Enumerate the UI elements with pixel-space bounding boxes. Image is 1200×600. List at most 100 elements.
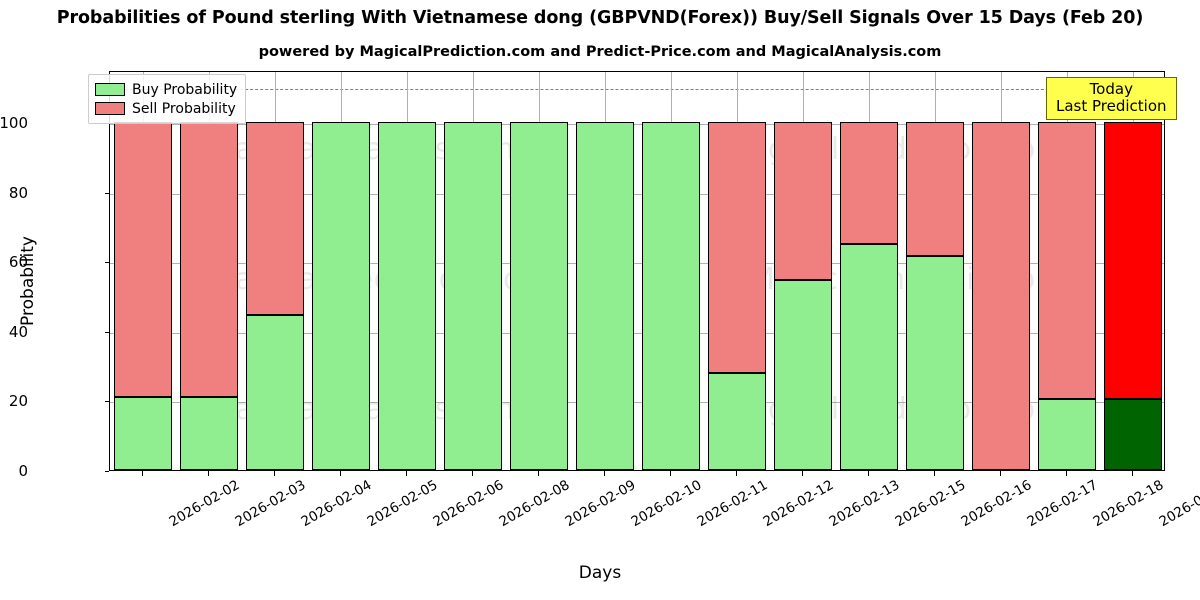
legend-color-swatch [95,102,125,115]
y-axis-tick-label: 80 [8,183,28,202]
chart-title: Probabilities of Pound sterling With Vie… [56,8,1144,28]
x-axis-tick-label: 2026-02-06 [430,477,507,531]
x-axis-tick-label: 2026-02-04 [298,477,375,531]
bar-segment-sell [773,122,833,281]
legend-item[interactable]: Sell Probability [95,99,237,118]
y-axis-tick-mark [105,471,109,472]
y-axis-tick-label: 0 [18,462,28,480]
bar-segment-buy [311,122,371,470]
bar-segment-sell [707,122,767,373]
x-axis-tick-mark [670,471,671,476]
x-axis-tick-mark [340,471,341,476]
today-annotation: Today Last Prediction [1046,77,1177,120]
y-axis-label: Probability [18,236,38,326]
y-axis-tick-label: 20 [8,392,28,411]
bar-segment-sell [971,122,1031,470]
bar-group [773,72,833,470]
chart-subtitle: powered by MagicalPrediction.com and Pre… [258,44,942,60]
bar-group [443,72,503,470]
bar-group [971,72,1031,470]
gridline-y [110,124,1164,126]
y-axis-tick-mark [105,331,109,333]
x-axis-tick-mark [868,471,869,476]
legend-color-swatch [95,83,125,96]
x-axis-tick-label: 2026-02-11 [694,477,771,531]
today-annotation-line2: Last Prediction [1056,96,1167,115]
bar-segment-buy [839,243,899,470]
x-axis-tick-label: 2026-02-02 [166,477,243,531]
bar-segment-buy [1037,398,1097,470]
gridline-y [110,193,1164,195]
bar-group [641,72,701,470]
y-axis-tick-label: 40 [8,322,28,341]
y-axis-tick-label: 100 [0,114,28,133]
x-axis-tick-mark [142,471,143,476]
x-axis-tick-mark [934,471,935,476]
bar-segment-sell [245,122,305,316]
legend-label: Sell Probability [132,100,236,117]
bar-segment-buy [773,280,833,470]
bar-group [575,72,635,470]
x-axis-tick-label: 2026-02-09 [562,477,639,531]
bar-group [1037,72,1097,470]
x-axis-tick-mark [274,471,275,476]
bar-segment-buy [245,315,305,470]
bar-segment-buy [1103,398,1163,470]
gridline-y [110,263,1164,265]
y-axis-tick-mark [105,192,109,194]
legend-label: Buy Probability [132,81,238,98]
x-axis-tick-label: 2026-02-18 [1090,477,1167,531]
bar-group [113,72,173,470]
x-axis-tick-mark [1132,471,1133,476]
x-axis-tick-label: 2026-02-12 [760,477,837,531]
bar-segment-sell [839,122,899,244]
bar-segment-buy [707,372,767,470]
gridline-y [110,332,1164,334]
bar-group [311,72,371,470]
bar-segment-buy [179,396,239,470]
legend-item[interactable]: Buy Probability [95,80,237,99]
x-axis-tick-mark [208,471,209,476]
x-axis-tick-mark [604,471,605,476]
gridline-y [110,402,1164,404]
x-axis-tick-mark [736,471,737,476]
y-axis-tick-mark [105,262,109,264]
bar-segment-buy [641,122,701,470]
bar-group [839,72,899,470]
bar-segment-buy [575,122,635,470]
x-axis-tick-mark [472,471,473,476]
bar-group [245,72,305,470]
y-axis-tick-label: 60 [8,253,28,272]
bar-group [905,72,965,470]
bar-group [377,72,437,470]
bar-segment-sell [179,122,239,397]
x-axis-tick-label: 2026-02-03 [232,477,309,531]
bar-group [707,72,767,470]
x-axis-tick-label: 2026-02-05 [364,477,441,531]
bar-segment-sell [113,122,173,397]
x-axis-tick-label: 2026-02-16 [958,477,1035,531]
reference-dashed-line [110,89,1164,91]
bar-segment-buy [443,122,503,470]
plot-area: MagicalAnalysis.comMagicalPrediction.com… [109,71,1165,471]
bar-group [1103,72,1163,470]
x-axis-tick-label: 2026-02-13 [826,477,903,531]
bar-segment-sell [1037,122,1097,399]
today-annotation-line1: Today [1089,80,1133,98]
x-axis-tick-label: 2026-02-08 [496,477,573,531]
bar-segment-buy [509,122,569,470]
bar-segment-sell [905,122,965,257]
chart-legend: Buy Probability Sell Probability [88,74,247,124]
bar-segment-sell [1103,122,1163,399]
x-axis-tick-label: 2026-02-15 [892,477,969,531]
bar-group [509,72,569,470]
x-axis-tick-label: 2026-02-10 [628,477,705,531]
x-axis-tick-label: 2026-02-17 [1024,477,1101,531]
y-axis-tick-mark [105,401,109,403]
bar-segment-buy [377,122,437,470]
x-axis-tick-mark [406,471,407,476]
bar-group [179,72,239,470]
bar-segment-buy [905,256,965,470]
x-axis-tick-mark [1066,471,1067,476]
